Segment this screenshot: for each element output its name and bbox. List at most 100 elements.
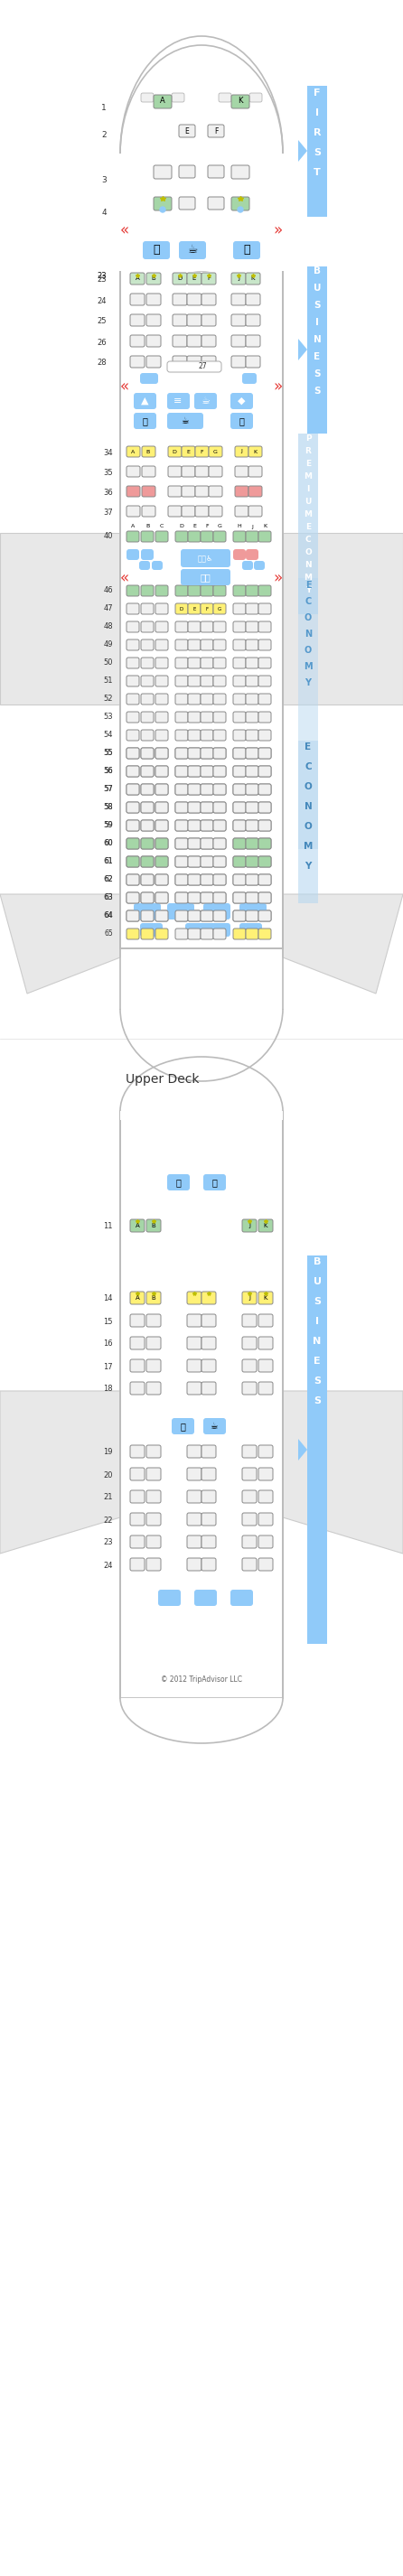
Text: S: S	[314, 1396, 321, 1406]
FancyBboxPatch shape	[130, 355, 145, 368]
Text: N: N	[313, 335, 321, 345]
FancyBboxPatch shape	[127, 657, 139, 667]
Text: K: K	[238, 98, 243, 106]
FancyBboxPatch shape	[201, 819, 213, 832]
Polygon shape	[298, 139, 307, 162]
FancyBboxPatch shape	[258, 1512, 273, 1525]
Text: M: M	[303, 842, 313, 850]
FancyBboxPatch shape	[246, 765, 258, 778]
FancyBboxPatch shape	[146, 273, 161, 283]
Text: E: E	[192, 276, 196, 281]
FancyBboxPatch shape	[246, 585, 258, 595]
Bar	[307, 1255, 327, 1643]
FancyBboxPatch shape	[208, 196, 224, 209]
FancyBboxPatch shape	[156, 801, 168, 814]
Text: S: S	[314, 368, 320, 379]
FancyBboxPatch shape	[233, 675, 246, 685]
FancyBboxPatch shape	[188, 693, 201, 703]
Text: 15: 15	[104, 1316, 113, 1327]
Text: 24: 24	[97, 296, 107, 304]
FancyBboxPatch shape	[127, 765, 139, 778]
Text: S: S	[314, 149, 321, 157]
FancyBboxPatch shape	[188, 837, 201, 850]
Text: 63: 63	[104, 894, 113, 902]
FancyBboxPatch shape	[195, 466, 209, 477]
FancyBboxPatch shape	[142, 505, 156, 518]
FancyBboxPatch shape	[202, 294, 216, 307]
FancyBboxPatch shape	[156, 783, 168, 796]
FancyBboxPatch shape	[258, 783, 271, 796]
Text: N: N	[313, 1337, 321, 1345]
FancyBboxPatch shape	[156, 783, 168, 796]
Text: 18: 18	[103, 1386, 113, 1394]
FancyBboxPatch shape	[258, 855, 271, 868]
FancyBboxPatch shape	[246, 891, 258, 904]
FancyBboxPatch shape	[175, 675, 188, 685]
Bar	[120, 1698, 283, 1710]
Text: 34: 34	[103, 448, 113, 456]
FancyBboxPatch shape	[175, 765, 188, 778]
FancyBboxPatch shape	[188, 855, 201, 868]
FancyBboxPatch shape	[141, 837, 154, 850]
FancyBboxPatch shape	[213, 927, 226, 940]
FancyBboxPatch shape	[130, 1314, 145, 1327]
FancyBboxPatch shape	[130, 1218, 145, 1231]
FancyBboxPatch shape	[130, 273, 145, 283]
FancyBboxPatch shape	[201, 765, 213, 778]
FancyBboxPatch shape	[146, 1218, 161, 1231]
Text: E: E	[305, 742, 312, 752]
FancyBboxPatch shape	[127, 549, 139, 559]
FancyBboxPatch shape	[195, 446, 209, 456]
Text: 17: 17	[103, 1363, 113, 1370]
FancyBboxPatch shape	[201, 765, 213, 778]
FancyBboxPatch shape	[258, 1468, 273, 1481]
Text: 56: 56	[103, 768, 113, 775]
FancyBboxPatch shape	[258, 585, 271, 595]
FancyBboxPatch shape	[246, 837, 258, 850]
FancyBboxPatch shape	[233, 747, 246, 760]
FancyBboxPatch shape	[187, 335, 202, 348]
FancyBboxPatch shape	[141, 621, 154, 631]
FancyBboxPatch shape	[233, 549, 246, 559]
FancyBboxPatch shape	[233, 909, 246, 922]
Text: K: K	[264, 1224, 268, 1229]
FancyBboxPatch shape	[258, 693, 271, 703]
FancyBboxPatch shape	[254, 562, 265, 569]
FancyBboxPatch shape	[156, 855, 168, 868]
Text: 23: 23	[103, 1538, 113, 1546]
FancyBboxPatch shape	[141, 549, 154, 559]
FancyBboxPatch shape	[146, 355, 161, 368]
Text: G: G	[213, 448, 217, 453]
Text: 61: 61	[104, 858, 113, 866]
FancyBboxPatch shape	[203, 1417, 226, 1435]
FancyBboxPatch shape	[258, 1337, 273, 1350]
FancyBboxPatch shape	[187, 1314, 202, 1327]
Text: U: U	[313, 283, 321, 294]
FancyBboxPatch shape	[175, 531, 188, 541]
FancyBboxPatch shape	[188, 891, 201, 904]
FancyBboxPatch shape	[139, 562, 150, 569]
FancyBboxPatch shape	[195, 505, 209, 518]
FancyBboxPatch shape	[141, 801, 154, 814]
FancyBboxPatch shape	[134, 904, 161, 920]
FancyBboxPatch shape	[242, 374, 257, 384]
FancyBboxPatch shape	[258, 747, 271, 760]
Text: A: A	[135, 1224, 139, 1229]
Text: E: E	[186, 448, 190, 453]
Text: 35: 35	[103, 469, 113, 477]
FancyBboxPatch shape	[201, 909, 213, 922]
Text: 24: 24	[104, 1561, 113, 1569]
FancyBboxPatch shape	[246, 801, 258, 814]
FancyBboxPatch shape	[213, 765, 226, 778]
FancyBboxPatch shape	[233, 531, 246, 541]
Text: 19: 19	[104, 1448, 113, 1455]
Text: O: O	[304, 647, 312, 654]
FancyBboxPatch shape	[231, 394, 253, 410]
FancyBboxPatch shape	[258, 657, 271, 667]
FancyBboxPatch shape	[127, 487, 140, 497]
FancyBboxPatch shape	[187, 355, 202, 368]
FancyBboxPatch shape	[202, 314, 216, 327]
Text: 63: 63	[103, 894, 113, 902]
FancyBboxPatch shape	[201, 909, 213, 922]
FancyBboxPatch shape	[213, 855, 226, 868]
